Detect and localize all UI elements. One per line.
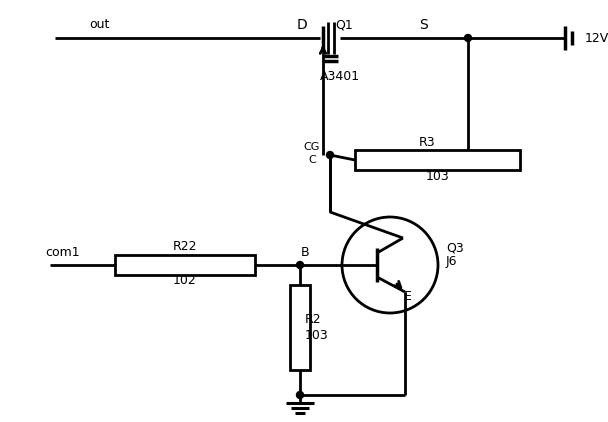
Text: D: D bbox=[297, 18, 308, 32]
Text: Q1: Q1 bbox=[335, 19, 353, 32]
Text: 12V: 12V bbox=[585, 32, 608, 44]
Bar bbox=[290, 285, 310, 370]
Bar bbox=[355, 150, 520, 170]
Text: R22: R22 bbox=[173, 241, 197, 254]
Text: out: out bbox=[89, 19, 110, 32]
Circle shape bbox=[465, 35, 471, 41]
Bar bbox=[115, 255, 255, 275]
Text: B: B bbox=[301, 246, 309, 260]
Text: C: C bbox=[308, 155, 316, 165]
Text: Q3: Q3 bbox=[446, 241, 464, 254]
Text: R3: R3 bbox=[419, 135, 436, 149]
Text: 103: 103 bbox=[426, 170, 449, 184]
Circle shape bbox=[297, 392, 303, 398]
Text: A3401: A3401 bbox=[320, 70, 360, 82]
Text: 103: 103 bbox=[305, 329, 329, 342]
Text: 102: 102 bbox=[173, 274, 197, 287]
Text: J6: J6 bbox=[446, 254, 457, 268]
Circle shape bbox=[297, 262, 303, 268]
Text: E: E bbox=[404, 290, 412, 303]
Text: R2: R2 bbox=[305, 313, 322, 326]
Text: com1: com1 bbox=[45, 246, 80, 259]
Circle shape bbox=[342, 217, 438, 313]
Circle shape bbox=[326, 151, 334, 159]
Text: S: S bbox=[419, 18, 427, 32]
Text: CG: CG bbox=[304, 142, 320, 152]
